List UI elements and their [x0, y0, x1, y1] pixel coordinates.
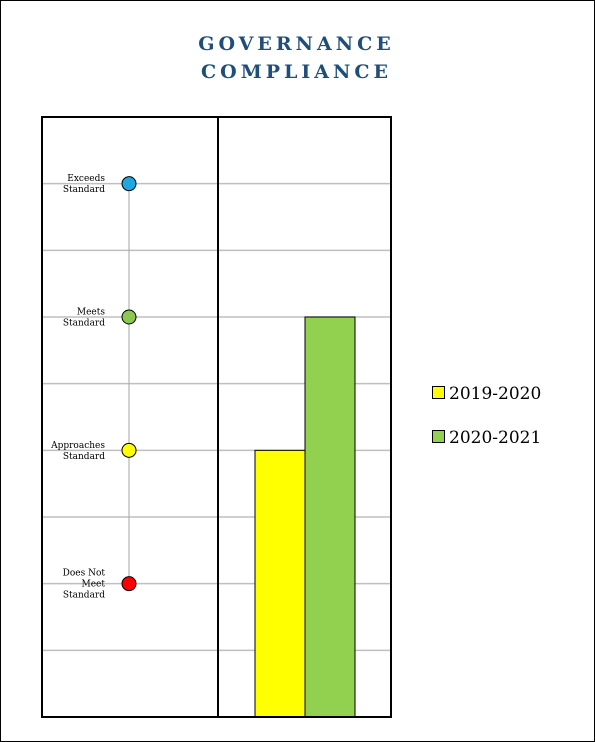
level-label-3-1: Standard — [63, 319, 105, 329]
bar-2020-2021 — [304, 316, 356, 718]
legend-swatch-2020-2021 — [432, 430, 445, 443]
level-label-1-0: Does Not — [63, 569, 106, 579]
legend-label-2020-2021: 2020-2021 — [449, 428, 542, 448]
level-label-1-1: Meet — [82, 580, 106, 590]
level-marker-4 — [121, 176, 137, 192]
level-label-2-0: Approaches — [50, 441, 105, 451]
level-label-1-2: Standard — [63, 591, 105, 601]
legend-item-2019-2020: 2019-2020 — [432, 384, 541, 404]
bar-2019-2020 — [254, 449, 306, 718]
chart-title-line-2: COMPLIANCE — [201, 61, 392, 83]
chart-title-line-1: GOVERNANCE — [198, 33, 395, 55]
legend-label-2019-2020: 2019-2020 — [449, 384, 542, 404]
level-label-4-1: Standard — [63, 185, 105, 195]
chart-title: GOVERNANCE COMPLIANCE — [0, 30, 593, 86]
level-label-3-0: Meets — [77, 308, 105, 318]
plot-border — [41, 116, 392, 718]
legend-swatch-2019-2020 — [432, 386, 445, 399]
legend-item-2020-2021: 2020-2021 — [432, 428, 541, 448]
level-label-2-1: Standard — [63, 452, 105, 462]
level-marker-1 — [121, 576, 137, 592]
level-label-4-0: Exceeds — [67, 174, 105, 184]
level-marker-3 — [121, 309, 137, 325]
level-marker-2 — [121, 442, 137, 458]
